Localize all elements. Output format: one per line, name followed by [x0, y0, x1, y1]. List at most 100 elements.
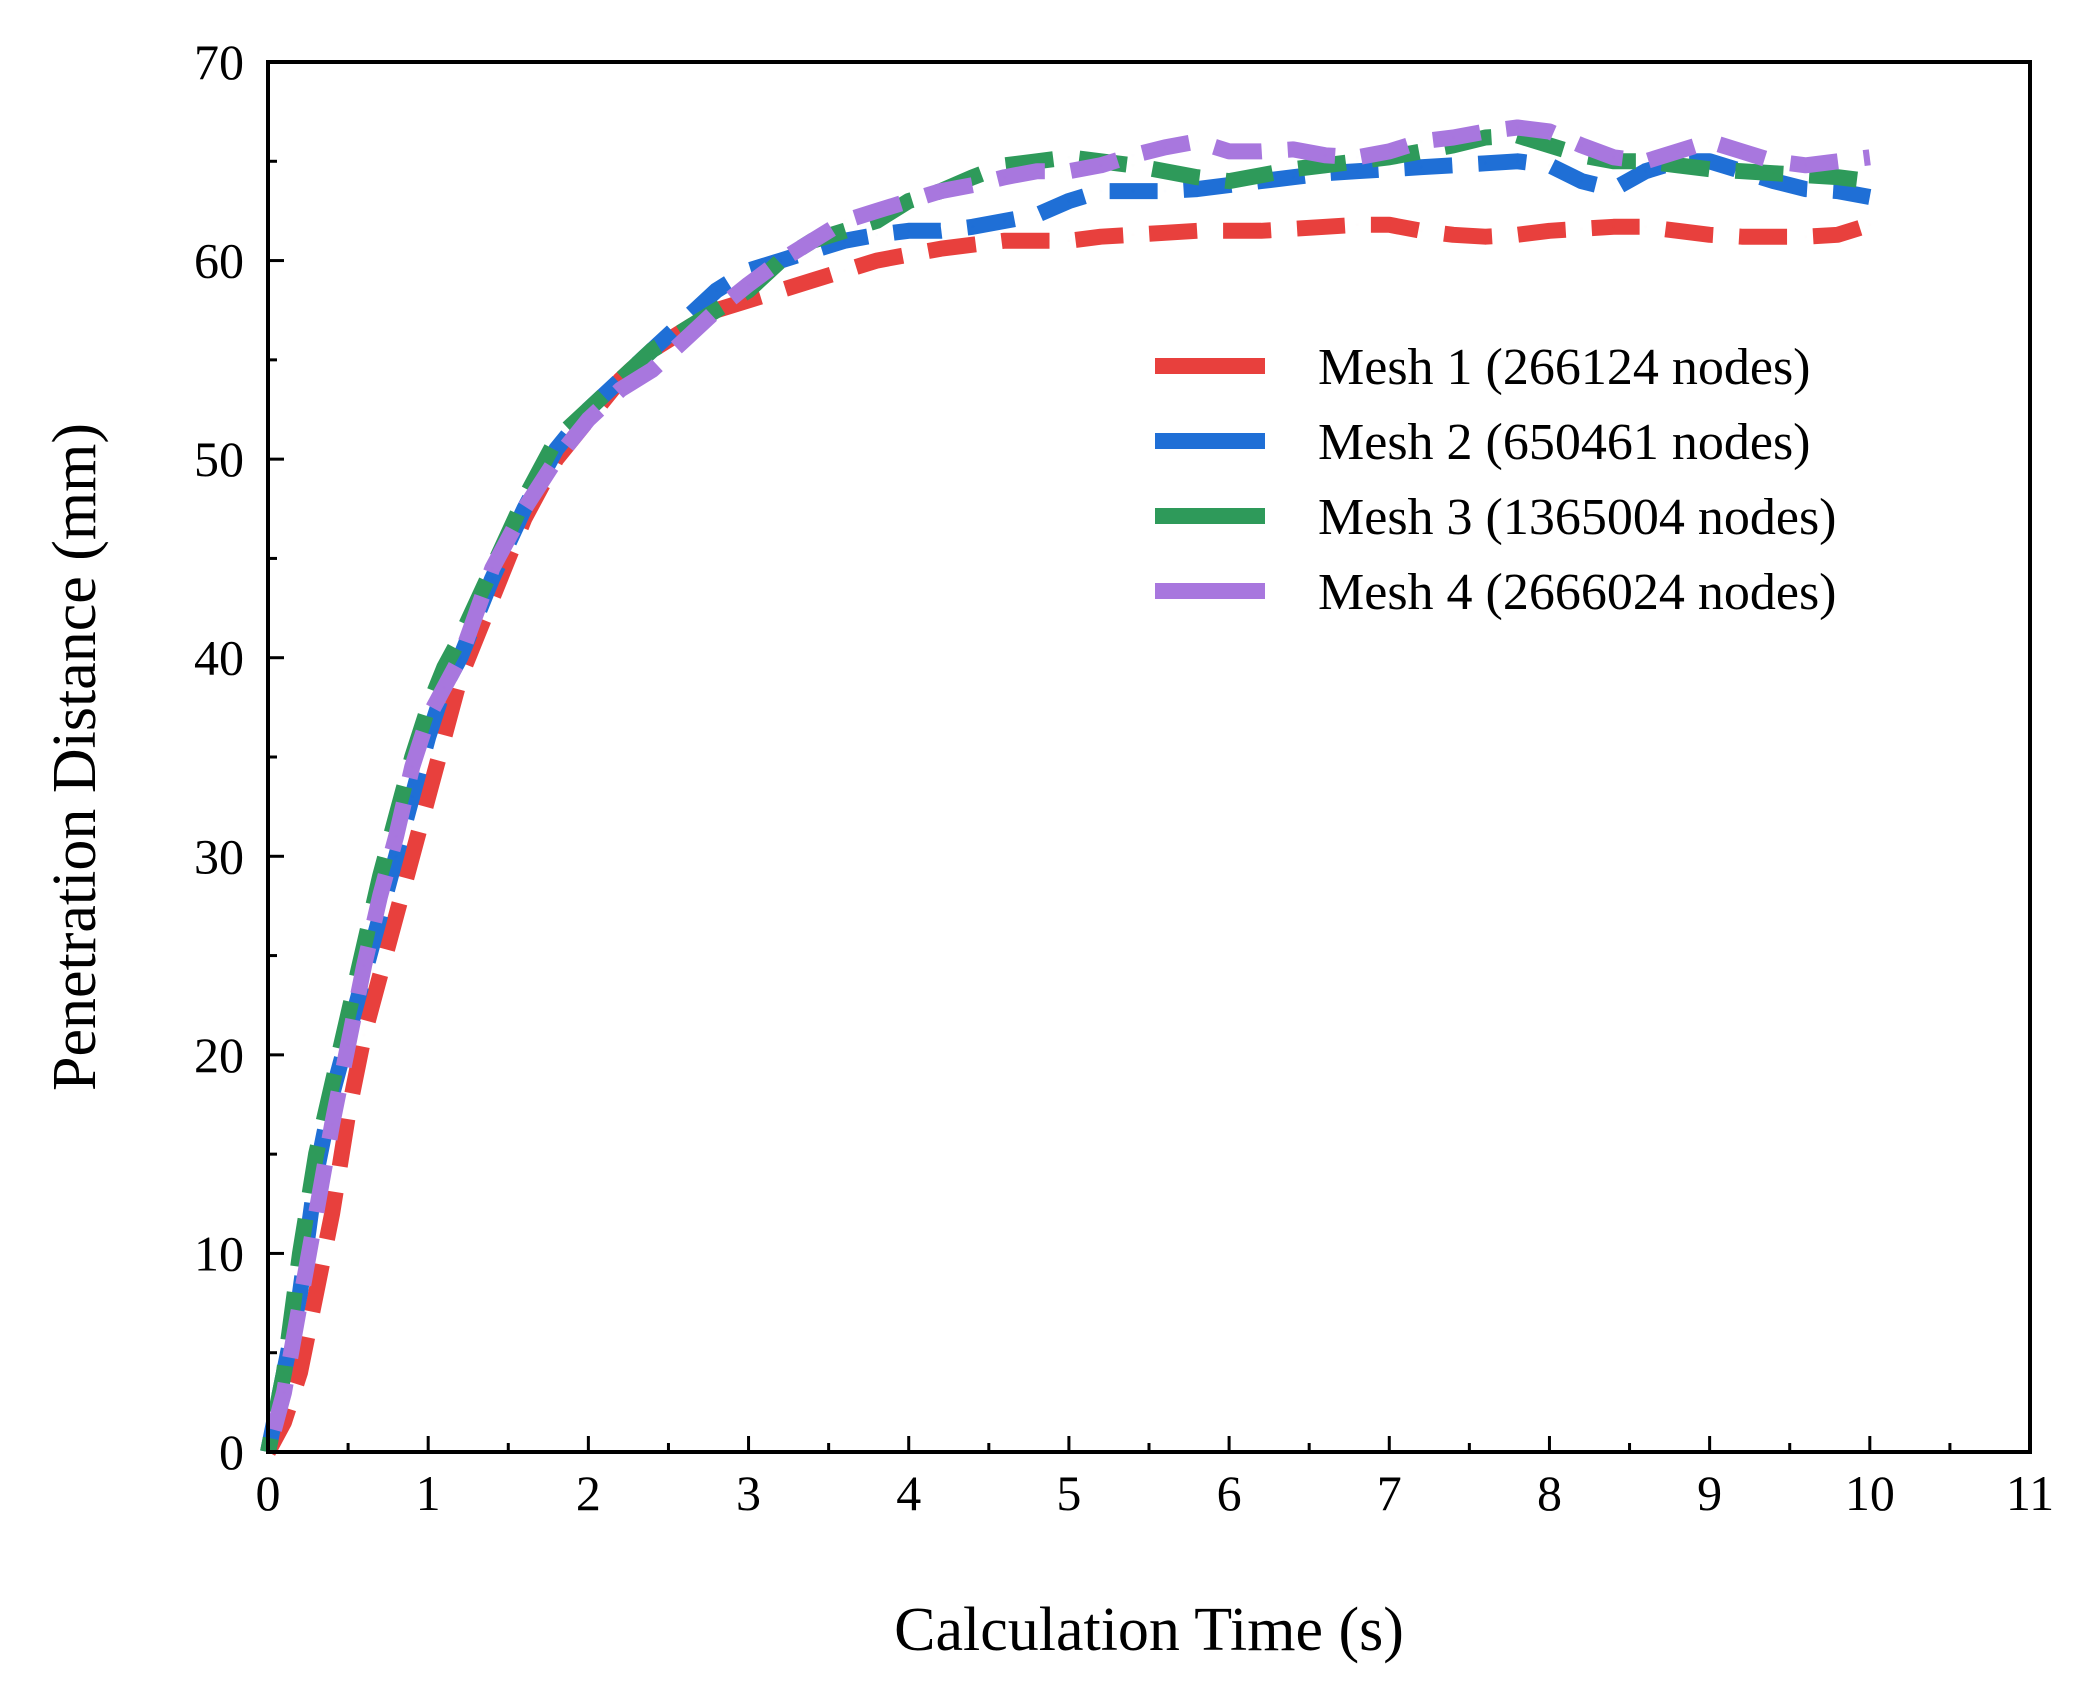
x-tick-label: 5 — [1056, 1465, 1081, 1521]
data-point — [395, 835, 398, 838]
data-point — [1035, 170, 1038, 173]
data-point — [347, 1014, 350, 1017]
data-point — [523, 507, 526, 510]
data-point — [1164, 170, 1167, 173]
y-tick-label: 50 — [194, 431, 244, 487]
data-point — [555, 458, 558, 461]
data-point — [939, 229, 942, 232]
data-point — [491, 567, 494, 570]
y-tick-label: 70 — [194, 34, 244, 90]
data-point — [459, 656, 462, 659]
data-point — [1420, 229, 1423, 232]
data-point — [315, 1153, 318, 1156]
data-point — [1356, 156, 1359, 159]
data-point — [1804, 235, 1807, 238]
data-point — [1196, 176, 1199, 179]
legend-label: Mesh 3 (1365004 nodes) — [1318, 489, 1837, 546]
y-tick-label: 0 — [219, 1424, 244, 1480]
data-point — [1388, 168, 1391, 171]
data-point — [1772, 160, 1775, 163]
data-point — [379, 974, 382, 977]
data-point — [1067, 170, 1070, 173]
data-point — [843, 269, 846, 272]
series-3-line — [260, 127, 1871, 1454]
data-point — [1003, 176, 1006, 179]
data-point — [315, 1212, 318, 1215]
x-tick-label: 11 — [2006, 1465, 2054, 1521]
data-point — [875, 209, 878, 212]
data-point — [875, 233, 878, 236]
data-point — [843, 219, 846, 222]
data-point — [1804, 188, 1807, 191]
data-point — [1740, 150, 1743, 153]
y-tick-label: 60 — [194, 233, 244, 289]
legend: Mesh 1 (266124 nodes) Mesh 2 (650461 node… — [1155, 339, 1837, 621]
data-point — [907, 253, 910, 256]
y-axis: 0 10 20 30 40 50 60 70 — [194, 34, 284, 1480]
data-point — [299, 1371, 302, 1374]
data-point — [1228, 180, 1231, 183]
data-point — [779, 259, 782, 262]
data-point — [299, 1302, 302, 1305]
data-point — [1676, 229, 1679, 232]
data-point — [443, 736, 446, 739]
data-point — [811, 239, 814, 242]
data-point — [1035, 239, 1038, 242]
x-tick-label: 10 — [1845, 1465, 1895, 1521]
data-point — [1196, 229, 1199, 232]
x-tick-label: 1 — [416, 1465, 441, 1521]
data-point — [1356, 170, 1359, 173]
legend-label: Mesh 1 (266124 nodes) — [1318, 339, 1811, 396]
data-point — [875, 219, 878, 222]
data-point — [1420, 150, 1423, 153]
data-point — [363, 1034, 366, 1037]
data-point — [747, 283, 750, 286]
data-point — [1324, 164, 1327, 167]
data-point — [1452, 164, 1455, 167]
data-point — [1420, 140, 1423, 143]
legend-item: Mesh 1 (266124 nodes) — [1155, 339, 1811, 396]
data-point — [283, 1391, 286, 1394]
data-point — [1003, 219, 1006, 222]
x-tick-label: 8 — [1537, 1465, 1562, 1521]
data-point — [1836, 233, 1839, 236]
data-point — [1708, 233, 1711, 236]
data-point — [1324, 225, 1327, 228]
data-point — [1644, 170, 1647, 173]
data-point — [347, 1113, 350, 1116]
data-point — [1356, 160, 1359, 163]
data-point — [555, 438, 558, 441]
data-point — [1516, 160, 1519, 163]
data-point — [427, 706, 430, 709]
data-point — [1868, 196, 1871, 199]
data-point — [1164, 231, 1167, 234]
data-point — [1452, 233, 1455, 236]
x-tick-label: 3 — [736, 1465, 761, 1521]
data-point — [1804, 174, 1807, 177]
data-point — [1612, 188, 1615, 191]
plot-frame — [266, 60, 2032, 1454]
series-3 — [260, 127, 1871, 1454]
data-point — [1676, 164, 1679, 167]
data-point — [1772, 235, 1775, 238]
data-point — [1164, 190, 1167, 193]
data-point — [971, 225, 974, 228]
data-point — [1484, 162, 1487, 165]
data-point — [1772, 172, 1775, 175]
data-point — [1035, 160, 1038, 163]
x-tick-label: 2 — [576, 1465, 601, 1521]
data-point — [1740, 170, 1743, 173]
data-point — [1708, 168, 1711, 171]
data-point — [347, 1043, 350, 1046]
legend-label: Mesh 2 (650461 nodes) — [1318, 414, 1811, 471]
data-point — [1260, 229, 1263, 232]
data-point — [715, 289, 718, 292]
x-tick-label: 0 — [256, 1465, 281, 1521]
data-point — [443, 686, 446, 689]
y-tick-label: 40 — [194, 630, 244, 686]
data-point — [1003, 164, 1006, 167]
data-point — [331, 1083, 334, 1086]
data-point — [1580, 180, 1583, 183]
data-point — [491, 577, 494, 580]
y-tick-label: 30 — [194, 828, 244, 884]
